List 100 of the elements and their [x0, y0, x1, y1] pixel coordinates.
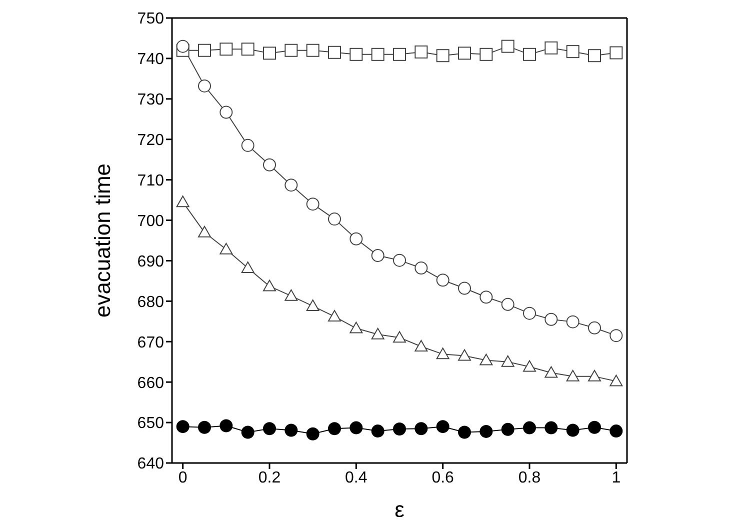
point [501, 355, 514, 367]
point [350, 232, 363, 246]
point [306, 44, 320, 57]
point [176, 420, 190, 434]
point [306, 198, 320, 211]
point [328, 212, 341, 226]
point [284, 424, 298, 437]
point [544, 41, 558, 54]
point [220, 42, 233, 56]
point [414, 45, 428, 58]
x-tick-label: 0.2 [258, 469, 281, 486]
point [480, 424, 493, 438]
point [523, 48, 536, 61]
point [263, 158, 276, 172]
y-tick-label: 640 [137, 456, 164, 473]
point [523, 360, 536, 372]
y-tick-label: 690 [137, 253, 164, 270]
point [480, 354, 493, 366]
point [371, 328, 384, 340]
y-tick-label: 670 [137, 334, 164, 352]
point [544, 312, 558, 326]
y-tick-label: 740 [137, 51, 164, 68]
point [414, 340, 428, 352]
point [436, 274, 450, 287]
point [350, 48, 363, 61]
point [523, 421, 536, 434]
point [610, 46, 623, 60]
point [458, 282, 471, 295]
y-axis-title: evacuation time [90, 163, 115, 318]
point [371, 424, 384, 438]
point [284, 178, 298, 192]
point [371, 248, 384, 262]
point [306, 427, 320, 440]
point [458, 46, 471, 60]
point [436, 348, 450, 360]
x-tick-label: 0.8 [518, 469, 541, 486]
point [566, 315, 580, 328]
point [306, 300, 320, 312]
point [458, 426, 471, 439]
point [198, 420, 211, 434]
point [414, 422, 428, 436]
point [328, 310, 341, 322]
point [176, 196, 190, 208]
point [610, 424, 623, 438]
y-tick-label: 650 [137, 415, 164, 432]
y-tick-label: 660 [137, 374, 164, 392]
point [588, 49, 601, 62]
point [284, 44, 298, 57]
point [544, 366, 558, 378]
point [588, 321, 601, 334]
point [198, 44, 211, 57]
point [523, 306, 536, 320]
point [480, 48, 493, 61]
y-tick-label: 730 [137, 92, 164, 109]
point [220, 242, 233, 254]
point [350, 322, 363, 334]
point [501, 422, 514, 436]
point [198, 226, 211, 238]
y-tick-label: 700 [137, 212, 164, 230]
point [393, 422, 406, 436]
x-tick-label: 1 [612, 469, 621, 486]
point [436, 49, 450, 62]
y-tick-label: 680 [137, 294, 164, 311]
point [393, 254, 406, 267]
point [414, 262, 428, 275]
point [241, 138, 254, 152]
x-tick-label: 0.4 [345, 469, 368, 486]
point [198, 79, 211, 92]
point [501, 298, 514, 311]
point [393, 48, 406, 61]
point [220, 419, 233, 432]
x-tick-label: 0.6 [432, 469, 454, 486]
point [393, 331, 406, 343]
point [371, 48, 384, 61]
point [350, 421, 363, 434]
point [588, 370, 601, 382]
point [263, 46, 276, 60]
point [458, 349, 471, 361]
y-tick-label: 720 [137, 132, 164, 150]
point [436, 420, 450, 434]
point [588, 420, 601, 434]
point [176, 40, 190, 53]
point [566, 424, 580, 437]
point [241, 426, 254, 439]
y-tick-label: 750 [137, 10, 164, 28]
point [566, 370, 580, 382]
point [544, 421, 558, 434]
point [263, 422, 276, 436]
point [241, 262, 254, 274]
y-tick-label: 710 [137, 172, 164, 190]
x-tick-label: 0 [178, 469, 188, 486]
point [328, 46, 341, 59]
x-axis-title: ε [394, 497, 405, 522]
point [241, 42, 254, 56]
point [263, 280, 276, 292]
point [480, 290, 493, 304]
point [610, 329, 623, 342]
point [501, 40, 514, 53]
point [328, 422, 341, 436]
point [284, 289, 298, 301]
